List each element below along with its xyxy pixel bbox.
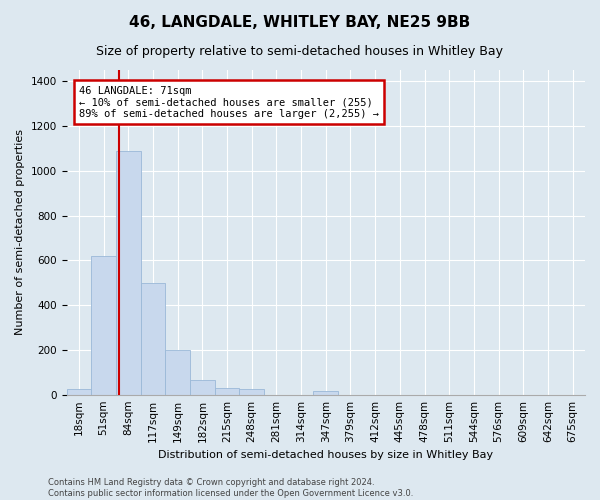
Bar xyxy=(190,380,215,394)
Bar xyxy=(215,388,239,394)
Bar xyxy=(67,389,91,394)
X-axis label: Distribution of semi-detached houses by size in Whitley Bay: Distribution of semi-detached houses by … xyxy=(158,450,493,460)
Y-axis label: Number of semi-detached properties: Number of semi-detached properties xyxy=(15,130,25,336)
Text: Contains HM Land Registry data © Crown copyright and database right 2024.
Contai: Contains HM Land Registry data © Crown c… xyxy=(48,478,413,498)
Bar xyxy=(140,282,165,395)
Bar xyxy=(116,150,140,394)
Text: Size of property relative to semi-detached houses in Whitley Bay: Size of property relative to semi-detach… xyxy=(97,45,503,58)
Text: 46, LANGDALE, WHITLEY BAY, NE25 9BB: 46, LANGDALE, WHITLEY BAY, NE25 9BB xyxy=(130,15,470,30)
Bar xyxy=(313,392,338,394)
Bar xyxy=(91,256,116,394)
Bar xyxy=(165,350,190,395)
Bar xyxy=(239,389,264,394)
Text: 46 LANGDALE: 71sqm
← 10% of semi-detached houses are smaller (255)
89% of semi-d: 46 LANGDALE: 71sqm ← 10% of semi-detache… xyxy=(79,86,379,119)
